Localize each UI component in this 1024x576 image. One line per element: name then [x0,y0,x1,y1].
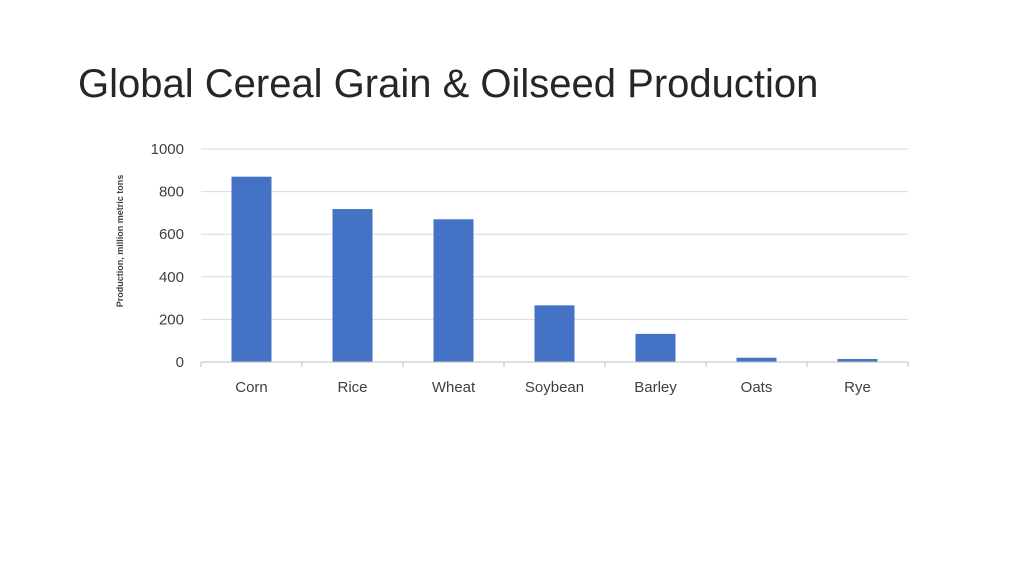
y-tick-label: 200 [159,311,184,328]
x-category-label: Rye [844,379,871,396]
bar-wheat [433,219,474,362]
bars [231,176,878,362]
x-category-label: Rice [337,379,367,396]
bar-rye [837,359,878,362]
y-tick-label: 1000 [151,141,184,158]
x-category-labels: Corn Rice Wheat Soybean Barley Oats Rye [235,379,871,396]
y-axis-title: Production, million metric tons [115,175,125,308]
x-category-label: Barley [634,379,677,396]
y-tick-label: 400 [159,269,184,286]
x-category-label: Wheat [432,379,476,396]
y-tick-labels: 0 200 400 600 800 1000 [151,141,184,371]
x-category-label: Corn [235,379,268,396]
gridlines [201,148,908,320]
y-tick-label: 600 [159,226,184,243]
y-tick-label: 800 [159,184,184,201]
y-tick-label: 0 [176,354,184,371]
bar-oats [736,357,777,362]
slide-title: Global Cereal Grain & Oilseed Production [78,62,819,106]
bar-soybean [534,305,575,362]
bar-corn [231,176,272,362]
x-category-label: Soybean [525,379,584,396]
bar-barley [635,333,676,362]
bar-rice [332,209,373,362]
x-category-label: Oats [741,379,773,396]
x-axis [200,361,909,367]
